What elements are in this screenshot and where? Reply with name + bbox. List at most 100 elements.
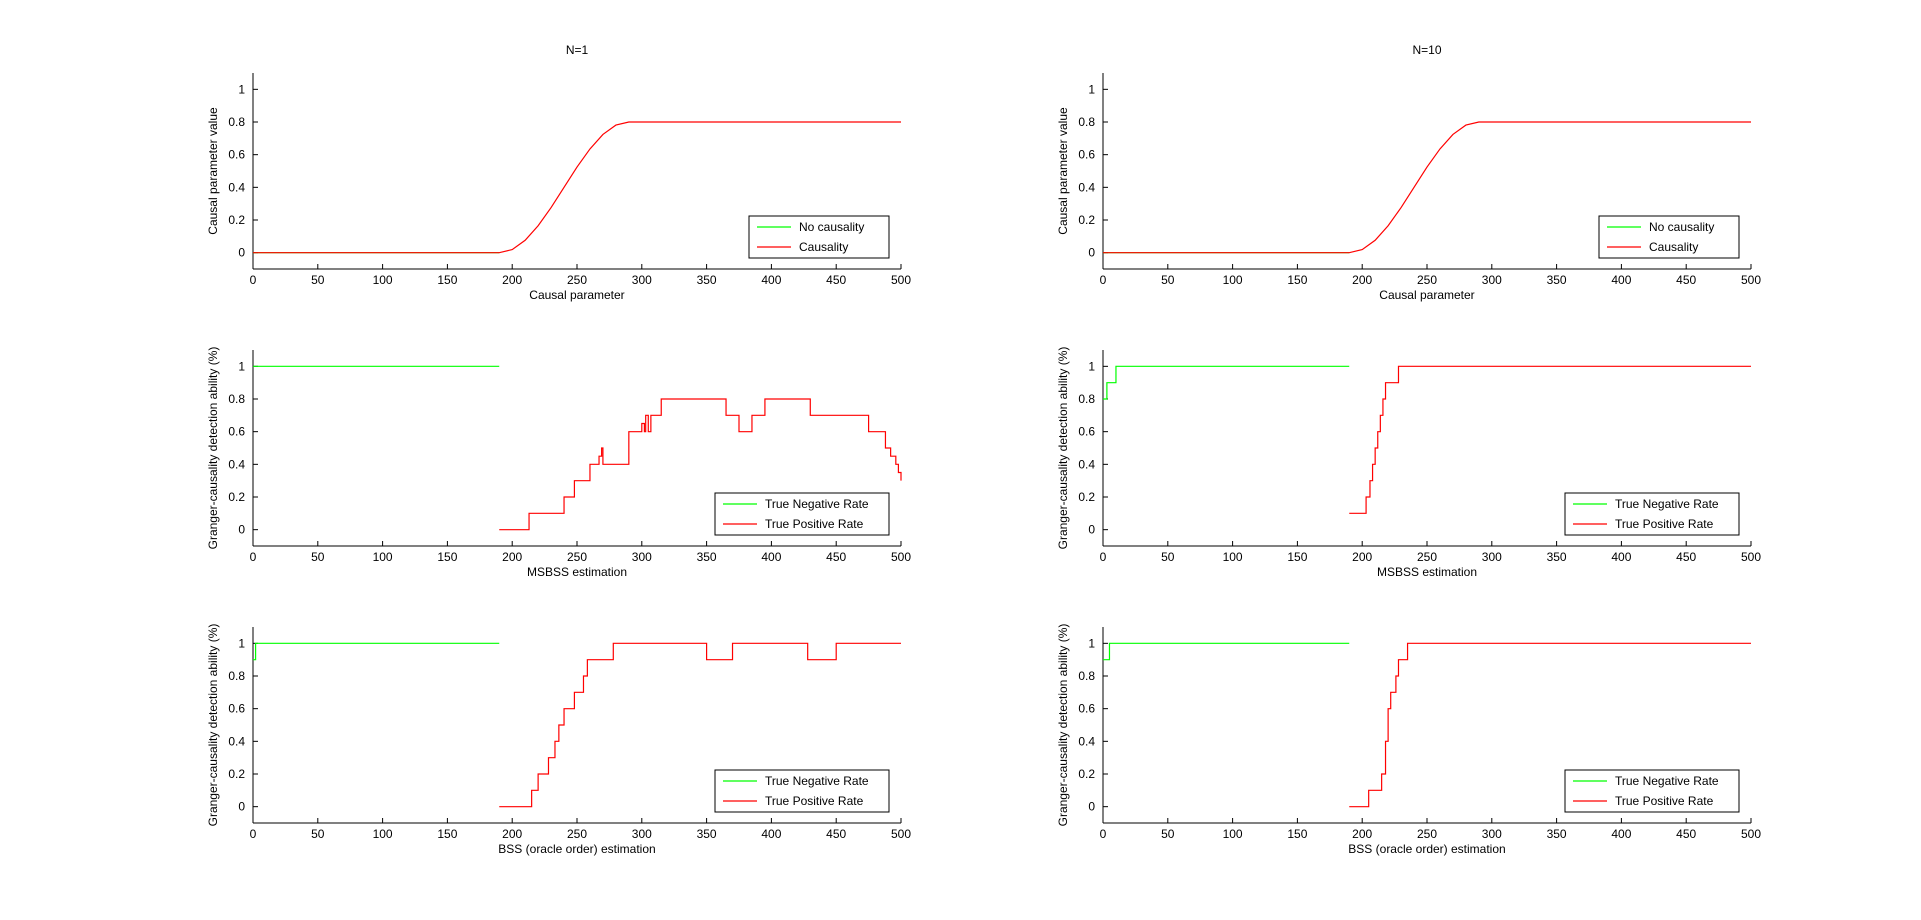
x-tick-label: 350	[1547, 827, 1567, 841]
x-tick-label: 400	[761, 827, 781, 841]
x-tick-label: 350	[1547, 273, 1567, 287]
y-tick-label: 0.2	[1078, 490, 1095, 504]
x-tick-label: 250	[1417, 273, 1437, 287]
y-tick-label: 0.8	[228, 115, 245, 129]
x-tick-label: 100	[1223, 550, 1243, 564]
x-tick-label: 50	[311, 550, 325, 564]
x-tick-label: 0	[1100, 273, 1107, 287]
x-axis-label: MSBSS estimation	[527, 565, 627, 579]
x-tick-label: 200	[1352, 550, 1372, 564]
x-tick-label: 450	[1676, 273, 1696, 287]
legend: No causality Causality	[748, 215, 890, 259]
y-tick-label: 0	[238, 523, 245, 537]
y-axis-label: Causal parameter value	[206, 107, 220, 235]
series-line-true-negative-rate	[253, 642, 500, 661]
x-tick-label: 0	[1100, 827, 1107, 841]
y-tick-label: 0.6	[1078, 148, 1095, 162]
x-tick-label: 50	[1161, 273, 1175, 287]
x-axis-label: BSS (oracle order) estimation	[1348, 842, 1505, 856]
subplot-n1-causal: 0 50 100 150 200 250 300 350 400 450 500 0 0.2 0.4 0.6…	[206, 43, 911, 302]
legend-label: Causality	[1649, 240, 1698, 254]
x-axis-label: BSS (oracle order) estimation	[498, 842, 655, 856]
series-line-causality	[1103, 121, 1751, 254]
x-tick-label: 500	[1741, 273, 1761, 287]
x-tick-label: 200	[502, 827, 522, 841]
y-tick-label: 0.6	[1078, 702, 1095, 716]
y-tick-label: 0.4	[1078, 180, 1095, 194]
x-tick-label: 50	[311, 273, 325, 287]
y-axis-label: Granger-causality detection ability (%)	[1056, 624, 1070, 827]
y-axis-label: Causal parameter value	[1056, 107, 1070, 235]
legend-label: True Positive Rate	[765, 794, 864, 808]
series-line-true-positive-rate	[1349, 365, 1751, 514]
x-tick-label: 400	[761, 273, 781, 287]
legend-label: Causality	[799, 240, 848, 254]
legend-label: True Positive Rate	[1615, 517, 1714, 531]
legend-label: True Negative Rate	[765, 497, 869, 511]
y-axis-label: Granger-causality detection ability (%)	[206, 347, 220, 550]
legend-box	[1598, 215, 1740, 259]
x-tick-label: 400	[1611, 550, 1631, 564]
x-tick-label: 0	[1100, 550, 1107, 564]
y-axis-label: Granger-causality detection ability (%)	[206, 624, 220, 827]
y-tick-label: 0	[1088, 246, 1095, 260]
x-axis-label: MSBSS estimation	[1377, 565, 1477, 579]
x-tick-label: 250	[567, 827, 587, 841]
x-tick-label: 250	[567, 550, 587, 564]
x-tick-label: 150	[437, 550, 457, 564]
y-tick-label: 0	[1088, 523, 1095, 537]
x-tick-label: 450	[826, 550, 846, 564]
y-tick-label: 0.2	[228, 490, 245, 504]
legend-label: No causality	[799, 220, 864, 234]
x-tick-label: 300	[1482, 273, 1502, 287]
legend-box	[748, 215, 890, 259]
legend: True Negative Rate True Positive Rate	[1564, 769, 1740, 813]
x-tick-label: 300	[1482, 550, 1502, 564]
x-tick-label: 450	[1676, 827, 1696, 841]
x-tick-label: 450	[826, 273, 846, 287]
y-tick-label: 0.8	[1078, 669, 1095, 683]
x-tick-label: 500	[891, 273, 911, 287]
subplot-n10-causal: 0 50 100 150 200 250 300 350 400 450 500 0 0.2 0.4 0.6…	[1056, 43, 1761, 302]
legend-label: True Negative Rate	[1615, 774, 1719, 788]
x-tick-label: 150	[437, 827, 457, 841]
y-tick-label: 1	[238, 636, 245, 650]
x-tick-label: 100	[1223, 827, 1243, 841]
x-tick-label: 0	[250, 550, 257, 564]
x-tick-label: 350	[1547, 550, 1567, 564]
x-tick-label: 200	[502, 273, 522, 287]
y-tick-label: 0.4	[228, 734, 245, 748]
x-axis-label: Causal parameter	[529, 288, 624, 302]
legend-label: True Positive Rate	[1615, 794, 1714, 808]
series-line-true-positive-rate	[499, 642, 901, 808]
x-tick-label: 100	[373, 550, 393, 564]
x-tick-label: 300	[1482, 827, 1502, 841]
x-tick-label: 150	[1287, 827, 1307, 841]
y-tick-label: 0	[1088, 800, 1095, 814]
legend-box	[714, 769, 890, 813]
y-tick-label: 0.4	[228, 180, 245, 194]
x-tick-label: 400	[761, 550, 781, 564]
y-tick-label: 1	[1088, 636, 1095, 650]
x-tick-label: 450	[1676, 550, 1696, 564]
y-tick-label: 0.6	[1078, 425, 1095, 439]
y-tick-label: 1	[1088, 359, 1095, 373]
y-tick-label: 0.4	[1078, 734, 1095, 748]
series-line-true-positive-rate	[1349, 642, 1751, 808]
y-tick-label: 0.8	[1078, 115, 1095, 129]
y-tick-label: 0.4	[228, 457, 245, 471]
series-line-true-negative-rate	[1103, 642, 1350, 661]
x-tick-label: 350	[697, 827, 717, 841]
x-tick-label: 150	[437, 273, 457, 287]
x-tick-label: 150	[1287, 273, 1307, 287]
x-tick-label: 0	[250, 827, 257, 841]
x-tick-label: 150	[1287, 550, 1307, 564]
y-tick-label: 0.2	[1078, 767, 1095, 781]
legend-box	[714, 492, 890, 536]
series-line-true-negative-rate	[1103, 365, 1350, 400]
y-tick-label: 0.6	[228, 425, 245, 439]
subplot-n10-bss: 0 50 100 150 200 250 300 350 400 450 500 0 0.2 0.4 0.6…	[1056, 624, 1761, 856]
legend-label: True Negative Rate	[765, 774, 869, 788]
